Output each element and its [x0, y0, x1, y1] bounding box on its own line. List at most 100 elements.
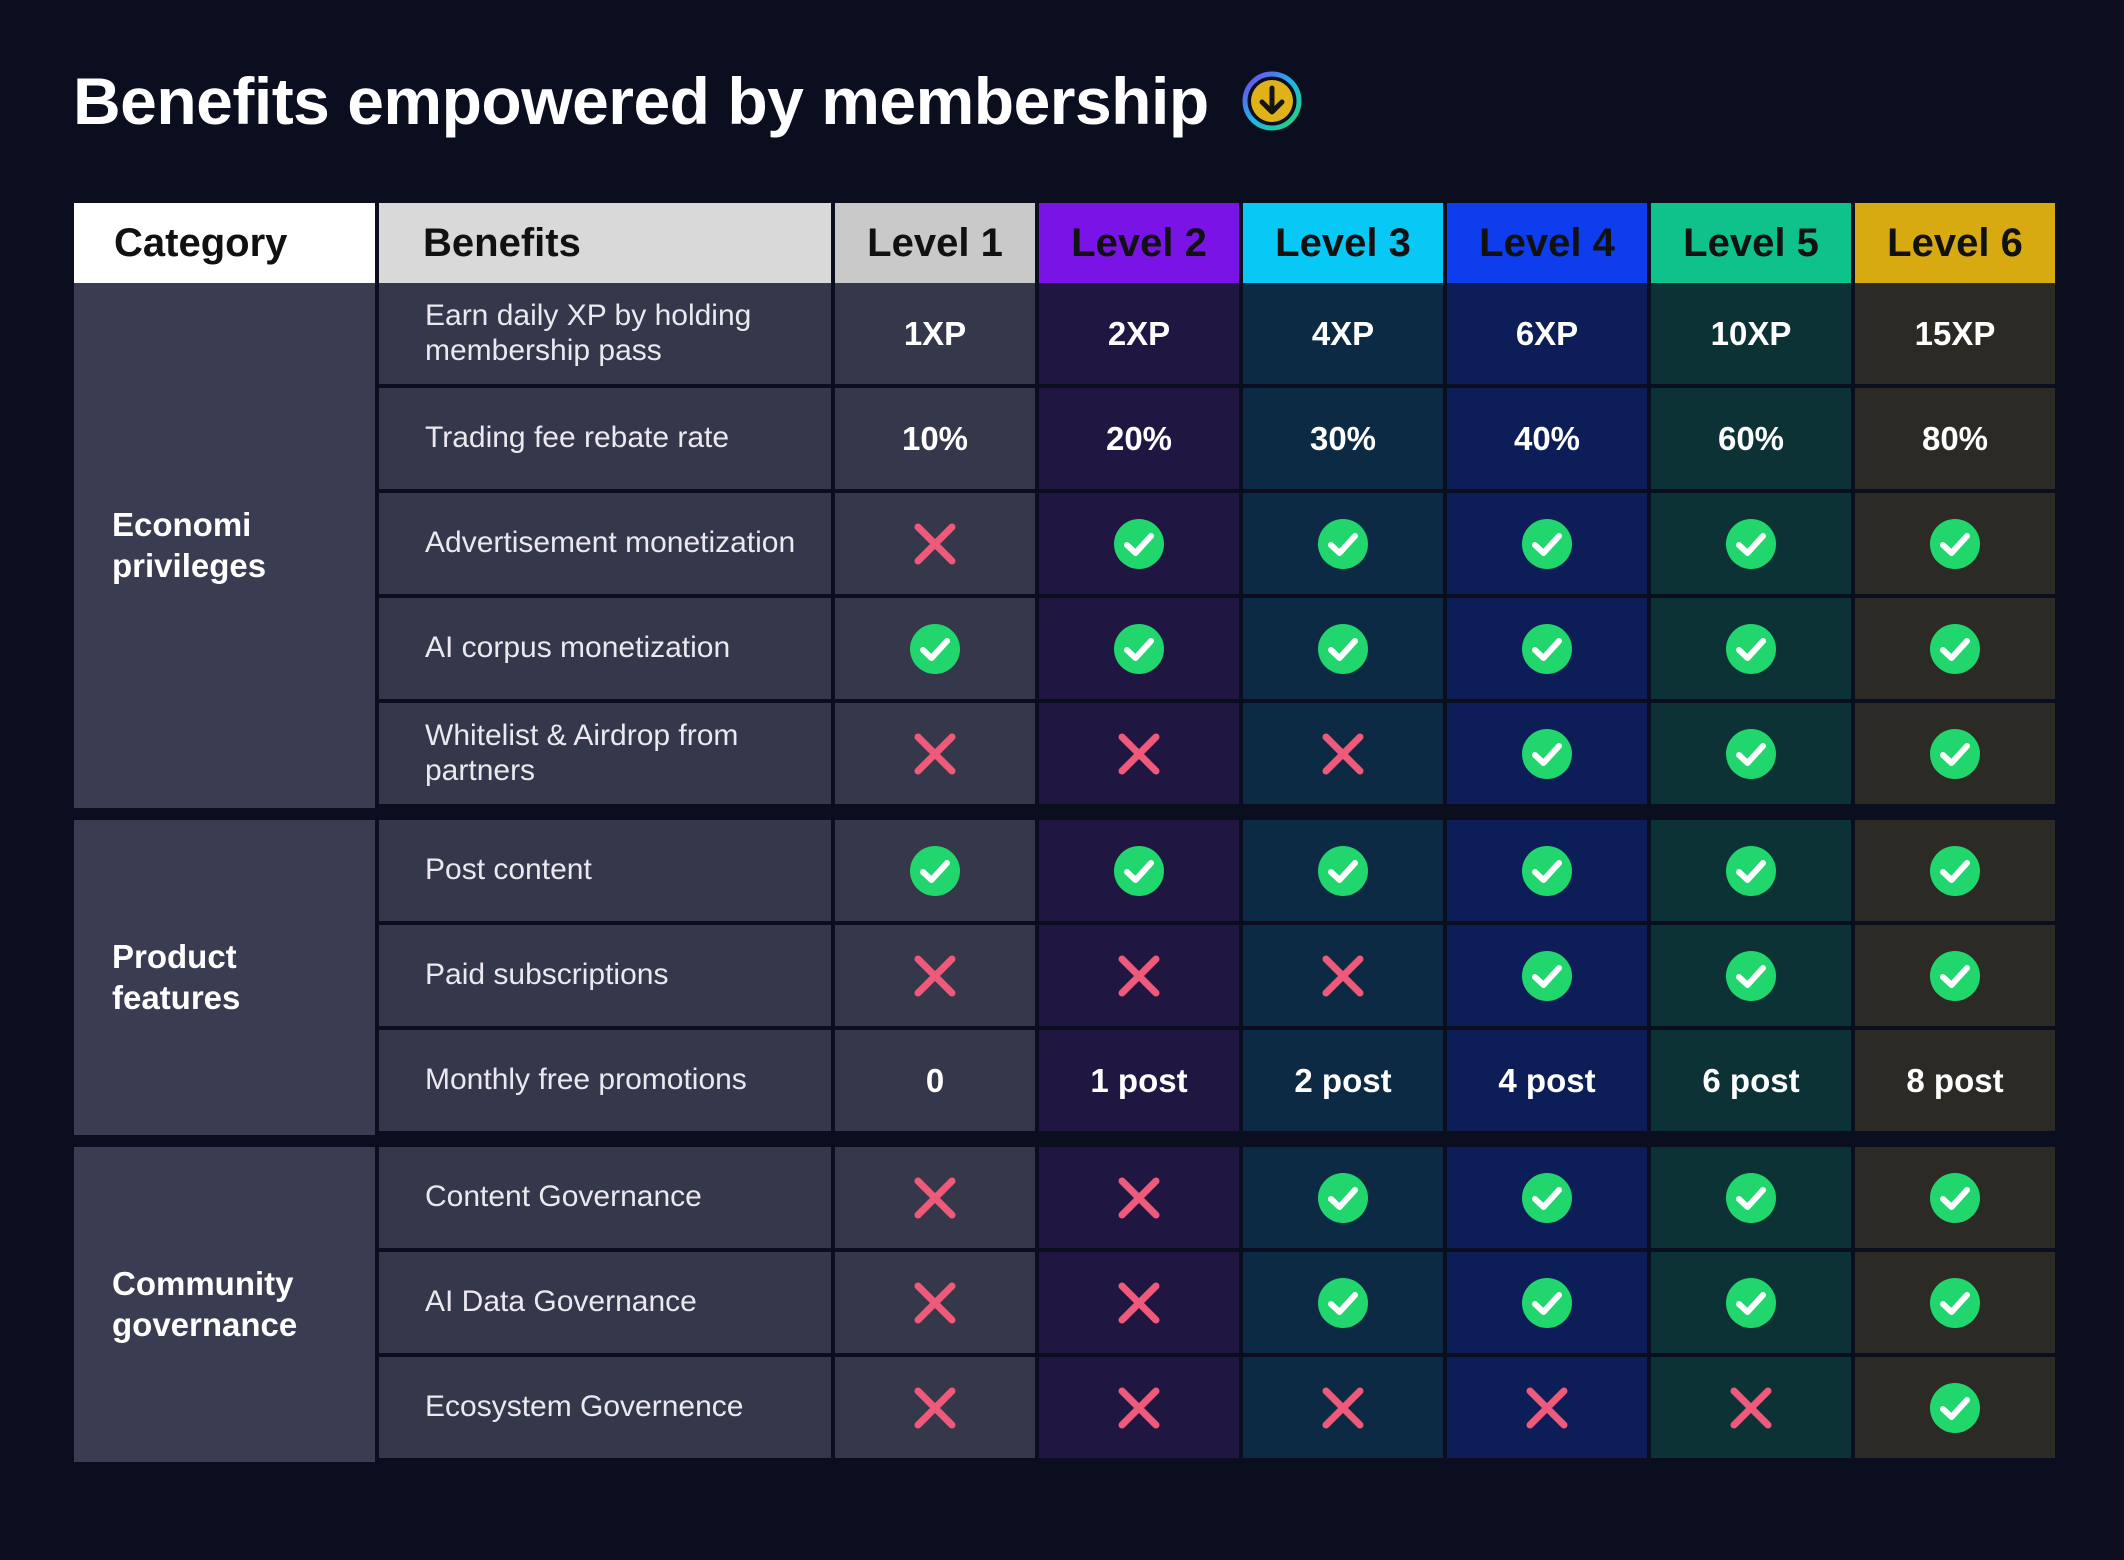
benefit-label: Trading fee rebate rate	[379, 388, 831, 493]
value-cell: 2 post	[1243, 1030, 1443, 1135]
cross-icon	[1243, 925, 1443, 1030]
cross-icon	[1039, 1252, 1239, 1357]
cross-icon	[835, 493, 1035, 598]
cross-icon	[835, 1252, 1035, 1357]
benefit-label: Monthly free promotions	[379, 1030, 831, 1135]
benefit-text: Post content	[425, 853, 592, 887]
value-cell: 20%	[1039, 388, 1239, 493]
benefit-label: Post content	[379, 820, 831, 925]
value-cell: 40%	[1447, 388, 1647, 493]
group-spacer	[835, 1135, 1035, 1147]
benefit-label: Earn daily XP by holding membership pass	[379, 283, 831, 388]
benefit-label: AI Data Governance	[379, 1252, 831, 1357]
page-title: Benefits empowered by membership	[73, 64, 1209, 138]
group-spacer	[1651, 1135, 1851, 1147]
check-icon	[1243, 598, 1443, 703]
value-cell: 8 post	[1855, 1030, 2055, 1135]
group-spacer	[74, 1135, 375, 1147]
cross-icon	[1447, 1357, 1647, 1462]
value-cell: 30%	[1243, 388, 1443, 493]
group-spacer	[1447, 1135, 1647, 1147]
group-spacer	[1039, 1135, 1239, 1147]
benefit-label: Content Governance	[379, 1147, 831, 1252]
check-icon	[1651, 1147, 1851, 1252]
group-spacer	[835, 808, 1035, 820]
group-spacer	[1855, 1135, 2055, 1147]
level-2-column-header: Level 2	[1039, 203, 1239, 283]
group-spacer	[1243, 1135, 1443, 1147]
check-icon	[1855, 1252, 2055, 1357]
benefit-text: Content Governance	[425, 1180, 702, 1214]
cross-icon	[835, 703, 1035, 808]
check-icon	[1855, 598, 2055, 703]
check-icon	[1855, 925, 2055, 1030]
benefit-text: Monthly free promotions	[425, 1063, 747, 1097]
check-icon	[1039, 820, 1239, 925]
down-arrow-circle-icon	[1241, 70, 1303, 132]
check-icon	[1855, 1147, 2055, 1252]
cross-icon	[1243, 1357, 1443, 1462]
check-icon	[1855, 493, 2055, 598]
level-4-column-header: Level 4	[1447, 203, 1647, 283]
group-spacer	[74, 808, 375, 820]
value-cell: 10%	[835, 388, 1035, 493]
level-1-column-header: Level 1	[835, 203, 1035, 283]
check-icon	[1447, 1252, 1647, 1357]
value-cell: 6 post	[1651, 1030, 1851, 1135]
benefit-label: Advertisement monetization	[379, 493, 831, 598]
cross-icon	[1039, 703, 1239, 808]
check-icon	[1651, 820, 1851, 925]
category-cell: Community governance	[74, 1147, 375, 1462]
cross-icon	[835, 1147, 1035, 1252]
value-cell: 1XP	[835, 283, 1035, 388]
benefit-text: Earn daily XP by holding membership pass	[425, 299, 752, 367]
benefit-text: Paid subscriptions	[425, 958, 669, 992]
benefit-text: Trading fee rebate rate	[425, 421, 730, 455]
check-icon	[1651, 493, 1851, 598]
check-icon	[835, 820, 1035, 925]
value-cell: 60%	[1651, 388, 1851, 493]
cross-icon	[835, 925, 1035, 1030]
value-cell: 0	[835, 1030, 1035, 1135]
value-cell: 6XP	[1447, 283, 1647, 388]
cross-icon	[1039, 925, 1239, 1030]
group-spacer	[379, 808, 831, 820]
cross-icon	[835, 1357, 1035, 1462]
check-icon	[1447, 598, 1647, 703]
value-cell: 1 post	[1039, 1030, 1239, 1135]
level-3-column-header: Level 3	[1243, 203, 1443, 283]
check-icon	[1855, 703, 2055, 808]
level-5-column-header: Level 5	[1651, 203, 1851, 283]
benefit-label: Whitelist & Airdrop from partners	[379, 703, 831, 808]
check-icon	[1243, 1147, 1443, 1252]
check-icon	[1651, 925, 1851, 1030]
check-icon	[1651, 703, 1851, 808]
benefit-text: Whitelist & Airdrop from partners	[425, 719, 739, 787]
check-icon	[1855, 1357, 2055, 1462]
check-icon	[1447, 703, 1647, 808]
value-cell: 4XP	[1243, 283, 1443, 388]
group-spacer	[1039, 808, 1239, 820]
cross-icon	[1039, 1357, 1239, 1462]
cross-icon	[1651, 1357, 1851, 1462]
benefit-text: Ecosystem Governence	[425, 1390, 744, 1424]
cross-icon	[1243, 703, 1443, 808]
benefit-label: Ecosystem Governence	[379, 1357, 831, 1462]
check-icon	[1651, 1252, 1851, 1357]
check-icon	[1243, 820, 1443, 925]
value-cell: 2XP	[1039, 283, 1239, 388]
check-icon	[1039, 598, 1239, 703]
group-spacer	[379, 1135, 831, 1147]
check-icon	[1243, 1252, 1443, 1357]
check-icon	[835, 598, 1035, 703]
value-cell: 80%	[1855, 388, 2055, 493]
group-spacer	[1447, 808, 1647, 820]
cross-icon	[1039, 1147, 1239, 1252]
group-spacer	[1651, 808, 1851, 820]
benefit-text: AI Data Governance	[425, 1285, 697, 1319]
check-icon	[1447, 493, 1647, 598]
check-icon	[1243, 493, 1443, 598]
level-6-column-header: Level 6	[1855, 203, 2055, 283]
group-spacer	[1243, 808, 1443, 820]
